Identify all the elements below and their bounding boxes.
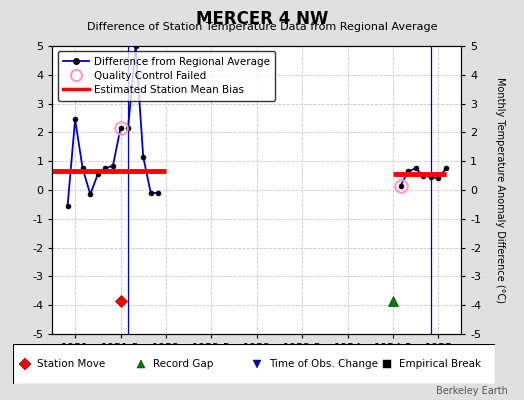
- Text: Record Gap: Record Gap: [153, 359, 213, 369]
- Text: MERCER 4 NW: MERCER 4 NW: [196, 10, 328, 28]
- FancyBboxPatch shape: [13, 344, 495, 384]
- Text: Station Move: Station Move: [37, 359, 105, 369]
- Text: Difference of Station Temperature Data from Regional Average: Difference of Station Temperature Data f…: [87, 22, 437, 32]
- Text: Berkeley Earth: Berkeley Earth: [436, 386, 508, 396]
- Legend: Difference from Regional Average, Quality Control Failed, Estimated Station Mean: Difference from Regional Average, Qualit…: [58, 51, 275, 101]
- Y-axis label: Monthly Temperature Anomaly Difference (°C): Monthly Temperature Anomaly Difference (…: [495, 77, 505, 303]
- Text: Time of Obs. Change: Time of Obs. Change: [269, 359, 378, 369]
- Text: Empirical Break: Empirical Break: [399, 359, 481, 369]
